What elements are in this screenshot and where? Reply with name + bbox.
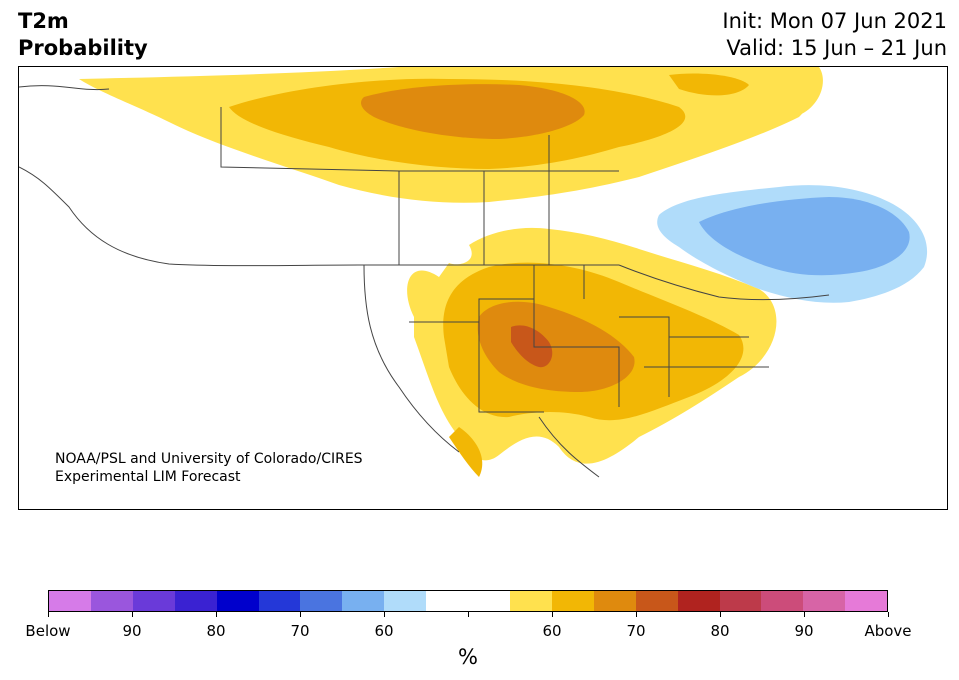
colorbar-swatch bbox=[719, 591, 762, 611]
colorbar-tick-label: 60 bbox=[542, 622, 562, 640]
credit-line-2: Experimental LIM Forecast bbox=[55, 469, 241, 485]
colorbar-tick-label: 70 bbox=[626, 622, 646, 640]
colorbar-tick-label: 60 bbox=[374, 622, 394, 640]
colorbar-tick-label: 70 bbox=[290, 622, 310, 640]
title-type: Probability bbox=[18, 36, 148, 60]
colorbar-tick-label: Above bbox=[864, 622, 912, 640]
region-mexico-above-60 bbox=[449, 427, 483, 477]
colorbar-tick-mark bbox=[468, 612, 469, 617]
region-central-above-90 bbox=[511, 325, 553, 368]
colorbar-swatch bbox=[49, 591, 91, 611]
colorbar-swatch bbox=[761, 591, 804, 611]
title-variable: T2m bbox=[18, 9, 69, 33]
colorbar-swatch bbox=[803, 591, 846, 611]
political-boundaries bbox=[19, 85, 830, 478]
colorbar-tick-mark bbox=[636, 612, 637, 617]
colorbar-tick-label: 80 bbox=[206, 622, 226, 640]
forecast-dates: Init: Mon 07 Jun 2021 Valid: 15 Jun – 21… bbox=[722, 8, 947, 62]
colorbar-tick-mark bbox=[300, 612, 301, 617]
colorbar-tick-mark bbox=[384, 612, 385, 617]
colorbar-tick-mark bbox=[132, 612, 133, 617]
colorbar-swatch bbox=[132, 591, 175, 611]
colorbar-swatch bbox=[216, 591, 259, 611]
colorbar-swatch bbox=[90, 591, 133, 611]
colorbar-swatch bbox=[593, 591, 636, 611]
colorbar-tick-mark bbox=[552, 612, 553, 617]
colorbar-unit: % bbox=[458, 645, 478, 669]
colorbar-tick-mark bbox=[48, 612, 49, 617]
colorbar-tick-mark bbox=[720, 612, 721, 617]
colorbar-swatch bbox=[300, 591, 343, 611]
colorbar-swatch bbox=[384, 591, 427, 611]
colorbar-swatch bbox=[635, 591, 678, 611]
map-title: T2m Probability bbox=[18, 8, 148, 62]
colorbar-swatch bbox=[426, 591, 469, 611]
colorbar-tick-label: 90 bbox=[794, 622, 814, 640]
map-canvas bbox=[19, 67, 928, 478]
region-north-above-80 bbox=[361, 84, 585, 139]
init-date: Init: Mon 07 Jun 2021 bbox=[722, 9, 947, 33]
colorbar-swatch bbox=[468, 591, 510, 611]
colorbar-tick-label: Below bbox=[25, 622, 71, 640]
credit-text: NOAA/PSL and University of Colorado/CIRE… bbox=[55, 450, 363, 486]
colorbar-swatch bbox=[509, 591, 552, 611]
colorbar-tick-label: 80 bbox=[710, 622, 730, 640]
colorbar-swatch bbox=[174, 591, 217, 611]
region-east-below-70 bbox=[699, 197, 910, 276]
credit-line-1: NOAA/PSL and University of Colorado/CIRE… bbox=[55, 451, 363, 467]
region-north-east-above-70 bbox=[669, 73, 749, 96]
valid-dates: Valid: 15 Jun – 21 Jun bbox=[726, 36, 947, 60]
colorbar-tick-mark bbox=[888, 612, 889, 617]
colorbar-tick-label: 90 bbox=[122, 622, 142, 640]
colorbar-swatch bbox=[258, 591, 301, 611]
colorbar-tick-mark bbox=[804, 612, 805, 617]
colorbar-tick-mark bbox=[216, 612, 217, 617]
colorbar bbox=[48, 590, 888, 612]
colorbar-swatch bbox=[845, 591, 888, 611]
colorbar-swatch bbox=[551, 591, 594, 611]
colorbar-swatch bbox=[342, 591, 385, 611]
forecast-map: NOAA/PSL and University of Colorado/CIRE… bbox=[18, 66, 948, 510]
colorbar-swatch bbox=[677, 591, 720, 611]
